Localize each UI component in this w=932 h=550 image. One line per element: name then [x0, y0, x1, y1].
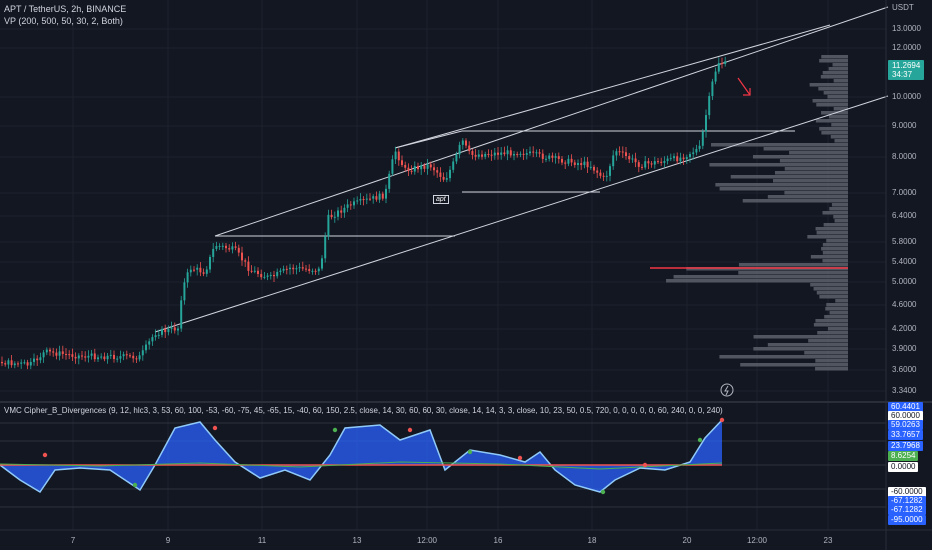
channel-mid-line[interactable]: [394, 24, 831, 149]
time-axis-label: 11: [257, 536, 267, 545]
oscillator-pane: [0, 417, 886, 508]
oscillator-value-tag: 60.0000: [888, 411, 923, 421]
price-axis-label: 4.2000: [892, 324, 917, 333]
oscillator-value-tag: 0.0000: [888, 462, 919, 472]
oscillator-value-tag: -60.0000: [888, 487, 926, 497]
symbol-legend[interactable]: APT / TetherUS, 2h, BINANCE: [4, 4, 127, 14]
price-axis-label: 3.6000: [892, 365, 917, 374]
last-price-value: 11.2694: [892, 61, 921, 70]
time-axis-label: 16: [493, 536, 503, 545]
time-axis-label: 20: [682, 536, 692, 545]
last-price-tag: 11.2694 34:37: [888, 60, 925, 80]
vp-legend[interactable]: VP (200, 500, 50, 30, 2, Both): [4, 16, 123, 26]
price-axis-label: 5.4000: [892, 257, 917, 266]
channel-upper-line[interactable]: [214, 6, 889, 237]
price-axis-label: 6.4000: [892, 211, 917, 220]
candlestick-series: [1, 56, 727, 370]
oscillator-value-tag: 59.0263: [888, 420, 923, 430]
trend-channel[interactable]: [154, 6, 889, 333]
currency-label: USDT: [892, 3, 914, 12]
price-axis-label: 8.0000: [892, 152, 917, 161]
time-axis-label: 23: [823, 536, 833, 545]
volume-profile: [666, 55, 848, 371]
oscillator-value-tag: -67.1282: [888, 496, 926, 506]
price-axis-label: 12.0000: [892, 43, 921, 52]
oscillator-value-tag: 23.7968: [888, 441, 923, 451]
price-axis-label: 13.0000: [892, 24, 921, 33]
time-axis-label: 12:00: [746, 536, 768, 545]
oscillator-value-tag: 60.4401: [888, 402, 923, 412]
oscillator-value-tag: 8.6254: [888, 451, 919, 461]
events-lightning-icon[interactable]: [720, 383, 734, 397]
price-axis-label: 3.3400: [892, 386, 917, 395]
price-axis-label: 10.0000: [892, 92, 921, 101]
price-axis-label: 5.8000: [892, 237, 917, 246]
text-annotation[interactable]: apt: [433, 195, 449, 204]
price-axis-label: 9.0000: [892, 121, 917, 130]
oscillator-value-tag: -67.1282: [888, 505, 926, 515]
time-axis-label: 7: [70, 536, 76, 545]
time-axis-label: 9: [165, 536, 171, 545]
price-axis-label: 5.0000: [892, 277, 917, 286]
oscillator-value-tag: 33.7657: [888, 430, 923, 440]
time-axis-label: 12:00: [416, 536, 438, 545]
indicator-legend[interactable]: VMC Cipher_B_Divergences (9, 12, hlc3, 3…: [4, 406, 723, 415]
red-arrow-icon[interactable]: [737, 77, 751, 96]
time-axis-label: 13: [352, 536, 362, 545]
price-axis-label: 7.0000: [892, 188, 917, 197]
oscillator-value-tag: -95.0000: [888, 515, 926, 525]
price-axis-label: 4.6000: [892, 300, 917, 309]
channel-lower-line[interactable]: [154, 95, 889, 333]
time-axis-label: 18: [587, 536, 597, 545]
price-axis-label: 3.9000: [892, 344, 917, 353]
bar-countdown: 34:37: [892, 70, 913, 79]
range-connector[interactable]: [394, 130, 463, 149]
